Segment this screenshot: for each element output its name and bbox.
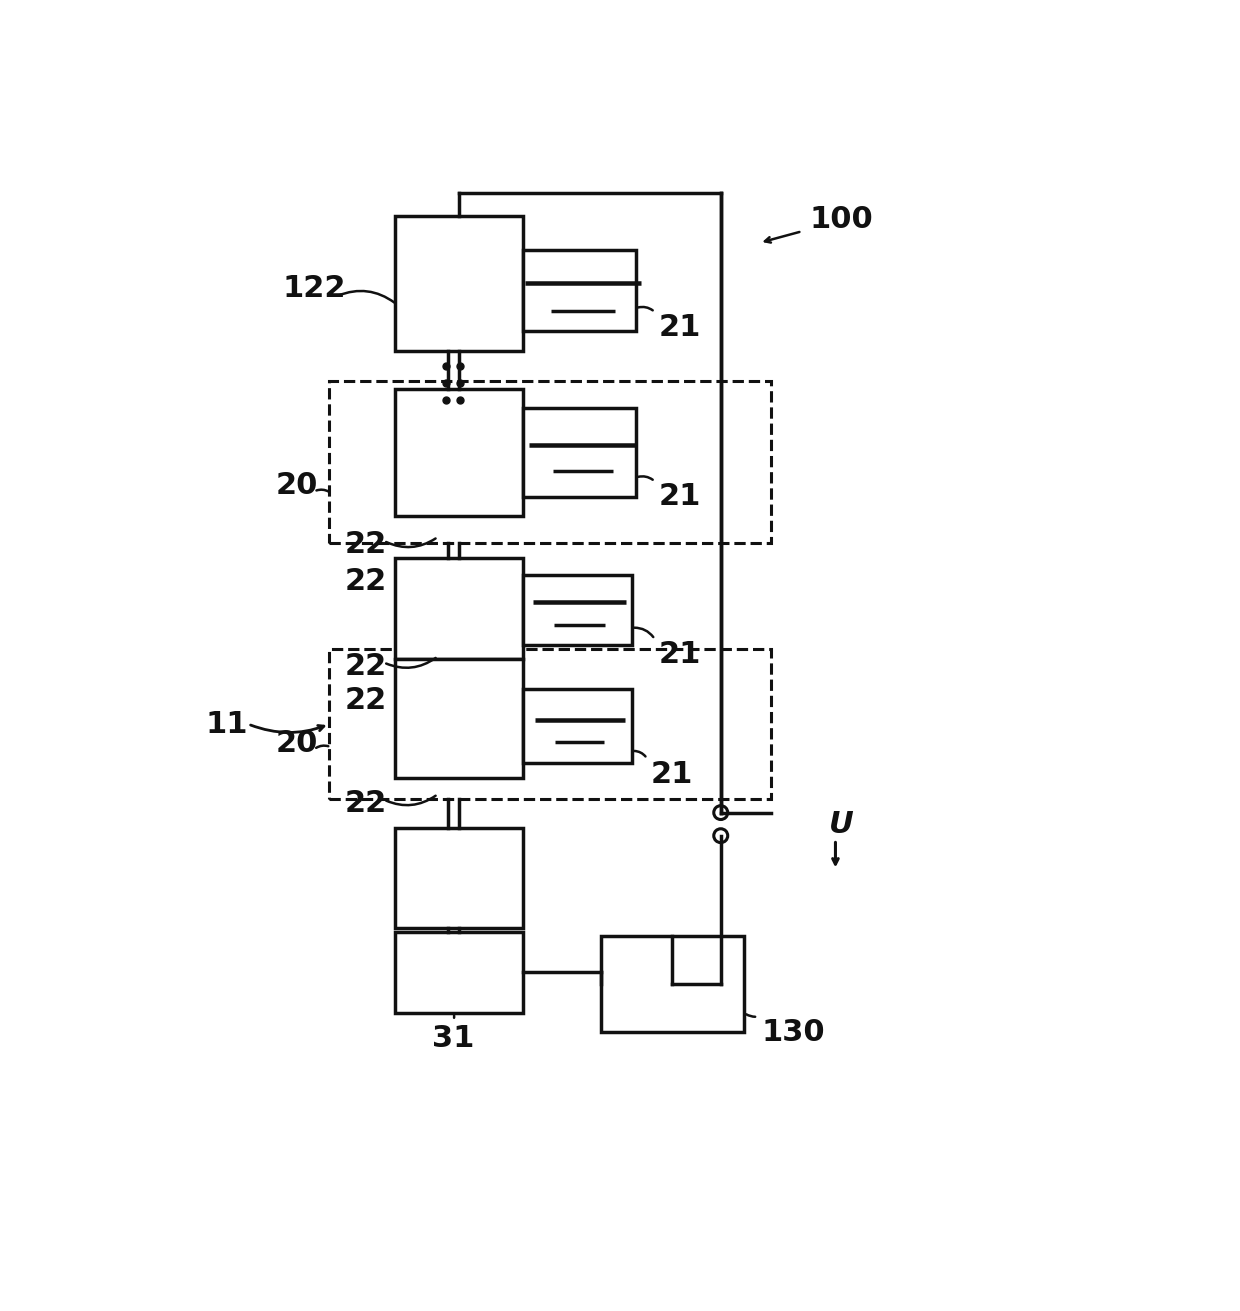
Bar [396,389,523,517]
Text: U: U [830,810,854,839]
Text: 22: 22 [345,530,387,558]
Bar [523,690,631,763]
Text: 22: 22 [345,789,387,818]
Text: 22: 22 [345,687,387,716]
Text: 100: 100 [810,206,874,235]
Bar [396,558,523,658]
Text: 31: 31 [433,1024,475,1053]
Bar [523,250,635,332]
Text: 21: 21 [658,313,701,342]
Text: 11: 11 [206,709,248,738]
Text: 21: 21 [658,482,701,511]
Text: 21: 21 [658,640,701,669]
Text: 20: 20 [275,729,317,758]
Bar [600,936,744,1032]
Bar [330,382,771,543]
Bar [396,216,523,350]
Bar [523,576,631,645]
Text: 122: 122 [283,274,346,303]
Text: 130: 130 [761,1017,826,1046]
Bar [396,658,523,777]
Bar [396,932,523,1013]
Bar [523,408,635,497]
Text: 22: 22 [345,568,387,597]
Text: 22: 22 [345,652,387,680]
Bar [396,829,523,928]
Text: 21: 21 [651,759,693,789]
Text: 20: 20 [275,471,317,499]
Bar [330,649,771,798]
